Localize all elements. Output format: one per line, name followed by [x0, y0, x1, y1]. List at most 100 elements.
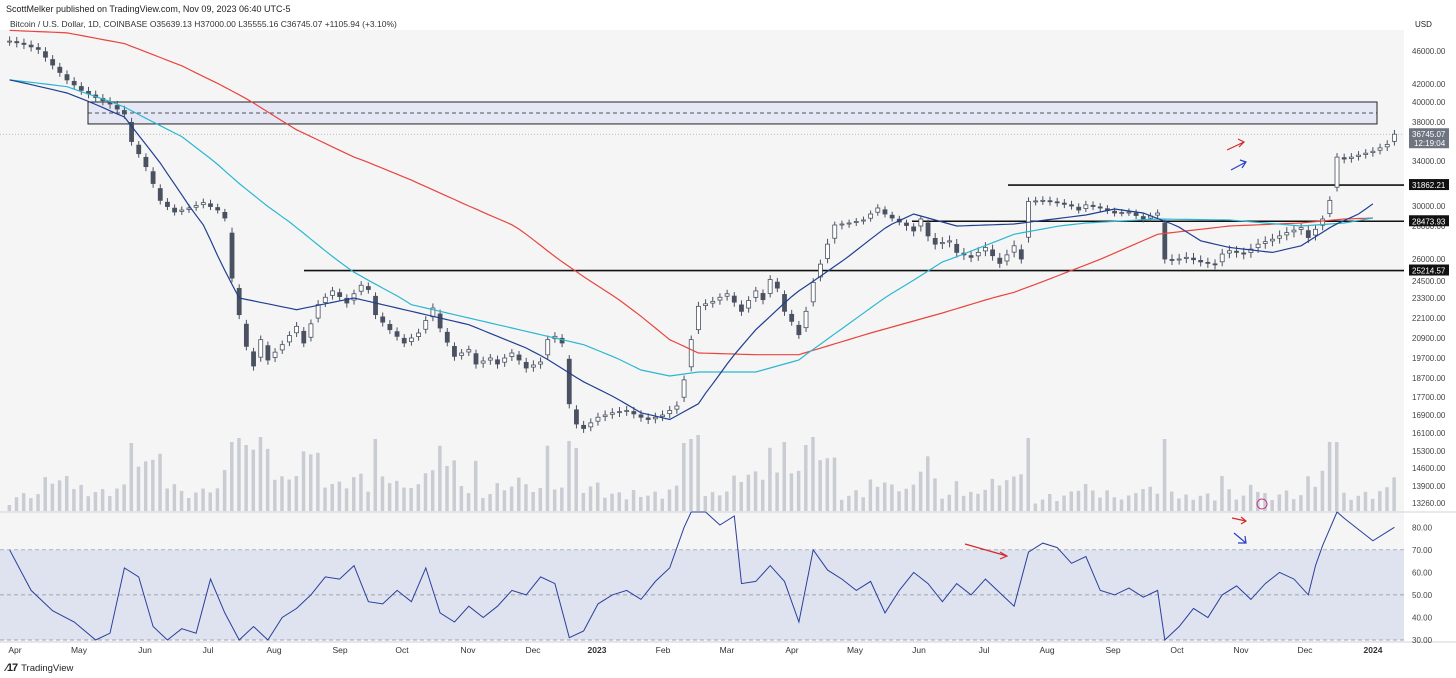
volume-bar	[1198, 495, 1203, 511]
red-arrow-rsi-top-icon	[1231, 516, 1248, 525]
rsi-tick-label: 70.00	[1412, 546, 1433, 555]
volume-bar	[861, 497, 865, 511]
volume-bar	[969, 491, 973, 511]
candle-body	[1348, 156, 1354, 159]
volume-bar	[1169, 491, 1174, 511]
volume-bar	[1277, 494, 1282, 511]
volume-bar	[1184, 494, 1188, 511]
time-tick-label: Oct	[395, 645, 409, 655]
volume-bar	[796, 470, 801, 511]
volume-bar	[552, 489, 557, 511]
price-tick-label: 15300.00	[1412, 447, 1446, 456]
volume-bar	[1155, 493, 1160, 511]
candle-body	[1291, 229, 1297, 233]
candle-body	[1305, 230, 1311, 238]
candle-body	[1047, 200, 1053, 203]
volume-bar	[1098, 497, 1102, 511]
candle-body	[1140, 216, 1146, 220]
candle-body	[1076, 206, 1082, 211]
candle-body	[1334, 156, 1340, 188]
candle-body	[595, 416, 601, 422]
candle-body	[437, 313, 443, 329]
volume-bar	[251, 449, 256, 511]
footer-brand[interactable]: ⁄17 TradingView	[6, 662, 73, 674]
candle-body	[983, 247, 988, 252]
candle-body	[667, 410, 673, 415]
volume-bar	[172, 484, 177, 511]
volume-bar	[222, 470, 227, 511]
volume-bar	[7, 505, 12, 511]
volume-bar	[1148, 486, 1152, 511]
candle-body	[832, 224, 838, 239]
volume-bar	[1234, 499, 1239, 511]
volume-bar	[473, 460, 478, 511]
rsi-tick-label: 40.00	[1412, 613, 1433, 622]
volume-bar	[186, 497, 191, 511]
candle-body	[330, 290, 335, 296]
volume-bar	[1213, 500, 1217, 511]
volume-bar	[136, 466, 141, 511]
volume-bar	[882, 482, 887, 511]
candle-body	[452, 346, 457, 357]
candle-body	[1298, 227, 1304, 230]
candle-body	[1191, 257, 1196, 261]
volume-bar	[158, 453, 162, 511]
ma-cyan-line	[9, 79, 1374, 377]
candle-body	[1277, 235, 1283, 239]
candle-body	[50, 59, 56, 66]
ma-red-line	[9, 29, 1373, 356]
volume-bar	[380, 476, 385, 511]
candle-body	[861, 219, 866, 222]
volume-bar	[452, 460, 456, 511]
volume-bar	[1385, 487, 1389, 511]
candle-body	[846, 222, 852, 225]
candle-body	[1219, 253, 1225, 263]
price-tick-label: 40000.00	[1412, 98, 1446, 107]
price-tick-label: 42000.00	[1412, 80, 1446, 89]
candle-body	[1363, 152, 1369, 155]
volume-bar	[423, 473, 428, 511]
candle-body	[1313, 228, 1318, 236]
price-label-box	[1409, 215, 1449, 227]
rsi-tick-label: 30.00	[1412, 636, 1433, 645]
candle-body	[746, 300, 752, 309]
candle-body	[990, 249, 995, 257]
volume-bar	[14, 497, 19, 511]
volume-bar	[1076, 490, 1081, 511]
candle-body	[222, 211, 228, 219]
volume-bar	[466, 493, 471, 511]
volume-bar	[1055, 501, 1059, 511]
volume-bar	[581, 492, 586, 511]
volume-bar	[961, 495, 966, 511]
volume-bar	[1299, 495, 1303, 511]
volume-bar	[265, 448, 270, 511]
volume-bar	[818, 460, 822, 511]
candle-body	[337, 292, 343, 297]
volume-bar	[804, 445, 808, 511]
volume-bar	[1091, 490, 1095, 511]
time-tick-label: Jul	[203, 645, 214, 655]
time-tick-label: Dec	[525, 645, 541, 655]
volume-bar	[179, 490, 184, 511]
volume-bar	[93, 492, 98, 511]
candle-body	[7, 40, 12, 43]
volume-bar	[1004, 480, 1009, 511]
candle-body	[1176, 258, 1182, 261]
candle-body	[681, 379, 687, 398]
volume-bar	[1363, 491, 1368, 511]
volume-bar	[1134, 493, 1138, 511]
candle-body	[265, 345, 271, 361]
volume-bar	[1119, 499, 1124, 511]
volume-bar	[646, 495, 650, 511]
volume-bar	[610, 493, 614, 511]
volume-bar	[560, 487, 564, 511]
volume-bar	[201, 488, 205, 511]
candle-body	[315, 304, 321, 319]
candle-body	[968, 255, 974, 258]
time-tick-label: Nov	[460, 645, 476, 655]
volume-bar	[1306, 476, 1310, 511]
volume-bar	[595, 482, 600, 511]
candle-body	[365, 286, 371, 290]
